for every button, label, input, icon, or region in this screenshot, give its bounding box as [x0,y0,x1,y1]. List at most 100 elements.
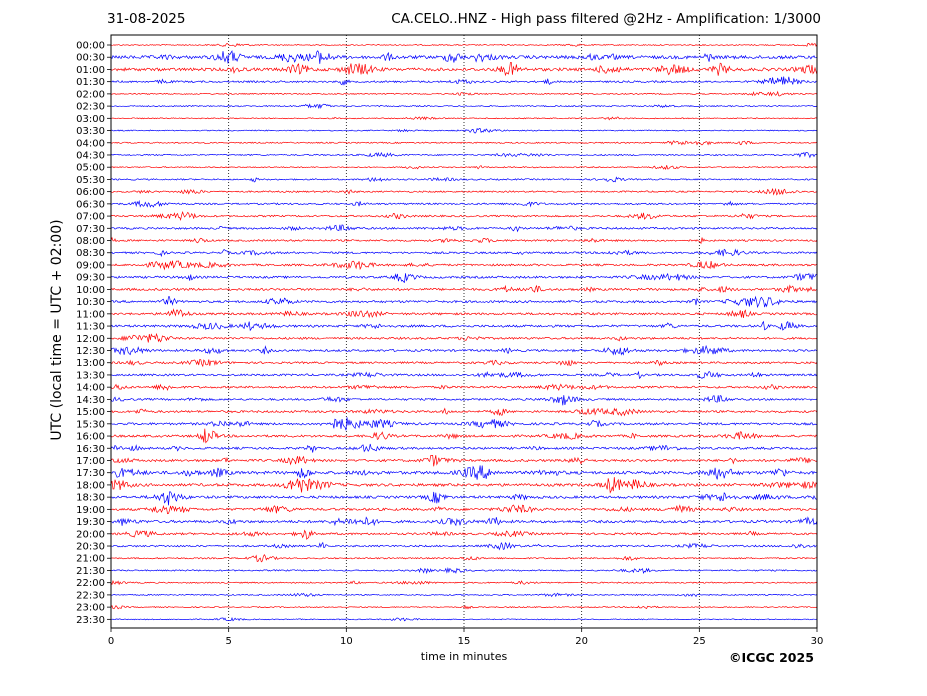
trace-1400 [110,383,818,392]
trace-0030 [110,50,818,64]
trace-0700 [110,211,817,221]
y-tick-label-0530: 05:30 [76,175,105,186]
trace-1330 [110,370,818,380]
y-tick-label-0200: 02:00 [76,89,105,100]
y-tick-label-0130: 01:30 [76,77,105,88]
trace-0300 [111,116,818,121]
y-tick-label-0730: 07:30 [76,224,105,235]
y-tick-label-1130: 11:30 [76,322,105,333]
y-tick-label-2100: 21:00 [76,554,105,565]
trace-0330 [110,127,818,134]
y-tick-label-0330: 03:30 [76,126,105,137]
trace-2330 [111,617,818,622]
trace-0400 [110,140,818,146]
x-axis-label: time in minutes [420,650,508,663]
trace-0130 [110,76,818,86]
y-tick-label-2200: 22:00 [76,578,105,589]
y-tick-label-0400: 04:00 [76,138,105,149]
trace-2030 [110,541,817,551]
y-tick-label-2300: 23:00 [76,603,105,614]
x-tick-label-30: 30 [811,636,824,647]
y-tick-label-0300: 03:00 [76,114,105,125]
trace-0600 [110,187,818,196]
y-tick-label-2000: 20:00 [76,529,105,540]
y-tick-label-1300: 13:00 [76,358,105,369]
trace-0730 [110,224,818,233]
y-tick-label-0430: 04:30 [76,150,105,161]
trace-1030 [110,295,818,309]
y-tick-label-1200: 12:00 [76,334,105,345]
trace-0900 [110,260,818,271]
x-tick-label-5: 5 [225,636,231,647]
y-tick-label-1030: 10:30 [76,297,105,308]
y-tick-label-0800: 08:00 [76,236,105,247]
trace-1600 [110,428,818,444]
y-tick-label-1530: 15:30 [76,419,105,430]
y-tick-label-0700: 07:00 [76,212,105,223]
trace-0630 [110,199,818,208]
trace-2300 [110,604,818,610]
y-tick-label-1330: 13:30 [76,370,105,381]
y-tick-label-1830: 18:30 [76,493,105,504]
trace-2000 [110,529,818,540]
y-tick-label-0000: 00:00 [76,41,105,52]
y-tick-label-0500: 05:00 [76,163,105,174]
trace-1430 [110,395,818,406]
trace-1800 [110,477,818,494]
y-tick-label-1000: 10:00 [76,285,105,296]
trace-1730 [110,465,818,480]
trace-2130 [111,567,818,575]
trace-1530 [111,417,817,431]
x-tick-label-25: 25 [693,636,706,647]
trace-2100 [110,554,818,563]
y-tick-label-1800: 18:00 [76,480,105,491]
y-tick-label-0830: 08:30 [76,248,105,259]
trace-0530 [110,176,818,183]
y-tick-label-0100: 01:00 [76,65,105,76]
trace-0100 [110,62,818,77]
trace-1900 [110,504,818,515]
y-tick-label-1930: 19:30 [76,517,105,528]
y-tick-label-0600: 06:00 [76,187,105,198]
trace-1100 [110,308,818,319]
y-tick-label-1230: 12:30 [76,346,105,357]
trace-1130 [110,320,818,332]
y-tick-label-0030: 00:30 [76,53,105,64]
y-tick-label-0230: 02:30 [76,102,105,113]
trace-0830 [110,248,818,258]
y-tick-label-2130: 21:30 [76,566,105,577]
trace-2200 [110,580,818,586]
y-tick-label-0900: 09:00 [76,260,105,271]
trace-0800 [110,236,818,245]
trace-1930 [110,516,818,527]
y-tick-label-1700: 17:00 [76,456,105,467]
trace-1500 [110,407,818,417]
date-label: 31-08-2025 [107,11,186,27]
y-tick-label-1500: 15:00 [76,407,105,418]
y-tick-label-1430: 14:30 [76,395,105,406]
y-tick-label-1630: 16:30 [76,444,105,455]
y-tick-label-1730: 17:30 [76,468,105,479]
y-tick-label-0930: 09:30 [76,273,105,284]
y-tick-label-1400: 14:00 [76,383,105,394]
y-axis-label: UTC (local time = UTC + 02:00) [49,219,65,441]
copyright-label: ©ICGC 2025 [729,650,814,665]
trace-0430 [110,151,818,159]
y-tick-label-1600: 16:00 [76,432,105,443]
trace-1000 [110,284,818,293]
x-tick-label-10: 10 [340,636,353,647]
trace-0230 [110,103,818,109]
trace-1200 [110,332,818,343]
trace-1230 [110,344,818,356]
trace-1830 [111,491,818,506]
trace-0500 [110,165,818,171]
trace-1300 [110,358,818,368]
x-tick-label-0: 0 [108,636,114,647]
y-tick-label-2330: 23:30 [76,615,105,626]
y-tick-label-2030: 20:30 [76,542,105,553]
trace-1700 [110,454,818,467]
trace-2230 [110,592,818,598]
y-tick-label-0630: 06:30 [76,199,105,210]
trace-0930 [110,272,818,284]
